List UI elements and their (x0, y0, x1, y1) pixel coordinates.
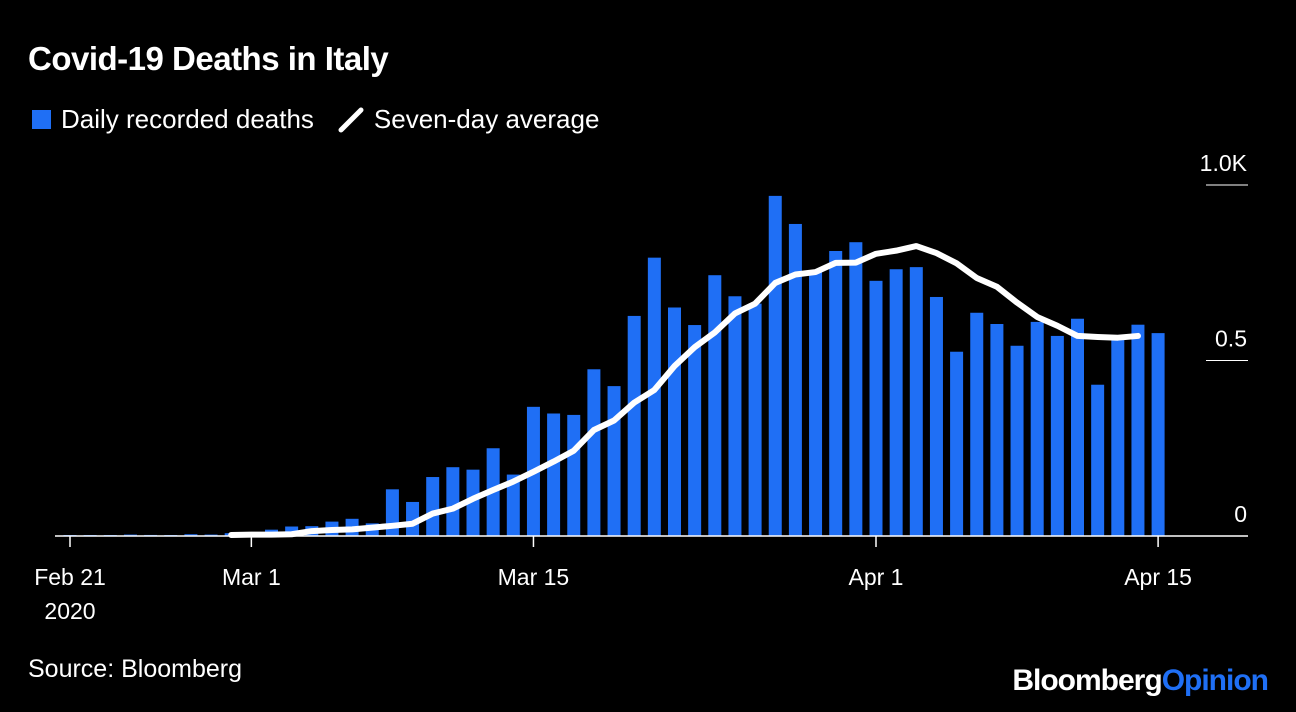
y-tick-label: 1.0K (1200, 150, 1248, 176)
bar-mar-25 (728, 296, 742, 536)
y-tick-label: 0 (1234, 501, 1247, 527)
line-series (228, 243, 1141, 538)
y-tick-label: 0.5 (1215, 326, 1247, 352)
bar-mar-27 (768, 195, 782, 536)
bar-apr-12 (1091, 384, 1105, 536)
chart-title: Covid-19 Deaths in Italy (28, 40, 389, 77)
bar-mar-21 (647, 257, 661, 536)
bar-apr-4 (929, 296, 943, 536)
bar-mar-11 (446, 467, 460, 536)
bar-apr-11 (1071, 318, 1084, 536)
bar-mar-28 (788, 223, 802, 536)
bar-mar-12 (466, 469, 480, 536)
x-tick-label: Mar 1 (222, 564, 281, 590)
bar-apr-10 (1050, 335, 1064, 536)
x-tick-label: Apr 15 (1124, 564, 1192, 590)
x-tick-label: Apr 1 (849, 564, 904, 590)
legend-line-label: Seven-day average (373, 104, 600, 134)
x-axis: Feb 21 2020 Mar 1 Mar 15 Apr 1 Apr 15 (34, 535, 1248, 624)
bar-mar-30 (829, 250, 843, 537)
bar-mar-29 (809, 270, 823, 536)
bar-mar-10 (426, 477, 440, 536)
bar-apr-1 (869, 280, 883, 536)
x-tick-label: Feb 21 (34, 564, 106, 590)
logo-opinion: Opinion (1161, 664, 1269, 697)
bar-apr-13 (1111, 337, 1125, 536)
bar-mar-19 (607, 386, 621, 536)
bar-apr-14 (1131, 324, 1145, 536)
bar-apr-3 (909, 267, 923, 536)
bar-series (63, 195, 1165, 537)
legend: Daily recorded deaths Seven-day average (32, 104, 599, 135)
logo-bloomberg: Bloomberg (1012, 664, 1162, 697)
source-note: Source: Bloomberg (28, 655, 243, 683)
legend-line-swatch (338, 107, 364, 132)
bar-apr-15 (1151, 333, 1165, 536)
legend-bar-label: Daily recorded deaths (61, 104, 314, 134)
bar-mar-17 (567, 414, 581, 536)
bar-mar-22 (668, 307, 681, 536)
bar-mar-18 (587, 369, 601, 536)
bar-mar-31 (849, 242, 863, 536)
bloomberg-opinion-logo: BloombergOpinion (1012, 664, 1269, 698)
bar-mar-26 (748, 303, 762, 536)
bar-mar-24 (708, 275, 722, 536)
legend-bar-swatch (32, 110, 51, 129)
bar-apr-5 (950, 351, 964, 536)
bar-apr-7 (990, 324, 1004, 536)
bar-mar-23 (688, 325, 702, 536)
bar-apr-8 (1010, 345, 1024, 536)
y-axis: 0 0.5 1.0K (1200, 150, 1248, 527)
bar-feb-27 (184, 534, 198, 536)
seven-day-average-line (228, 243, 1141, 538)
bar-mar-9 (406, 501, 420, 536)
bar-mar-16 (547, 413, 561, 536)
bar-mar-20 (627, 315, 641, 536)
x-tick-sublabel: 2020 (44, 598, 95, 624)
bar-apr-6 (970, 312, 984, 536)
bar-apr-9 (1030, 321, 1044, 536)
x-tick-label: Mar 15 (498, 564, 570, 590)
bar-apr-2 (889, 269, 903, 536)
bar-mar-14 (506, 474, 520, 536)
